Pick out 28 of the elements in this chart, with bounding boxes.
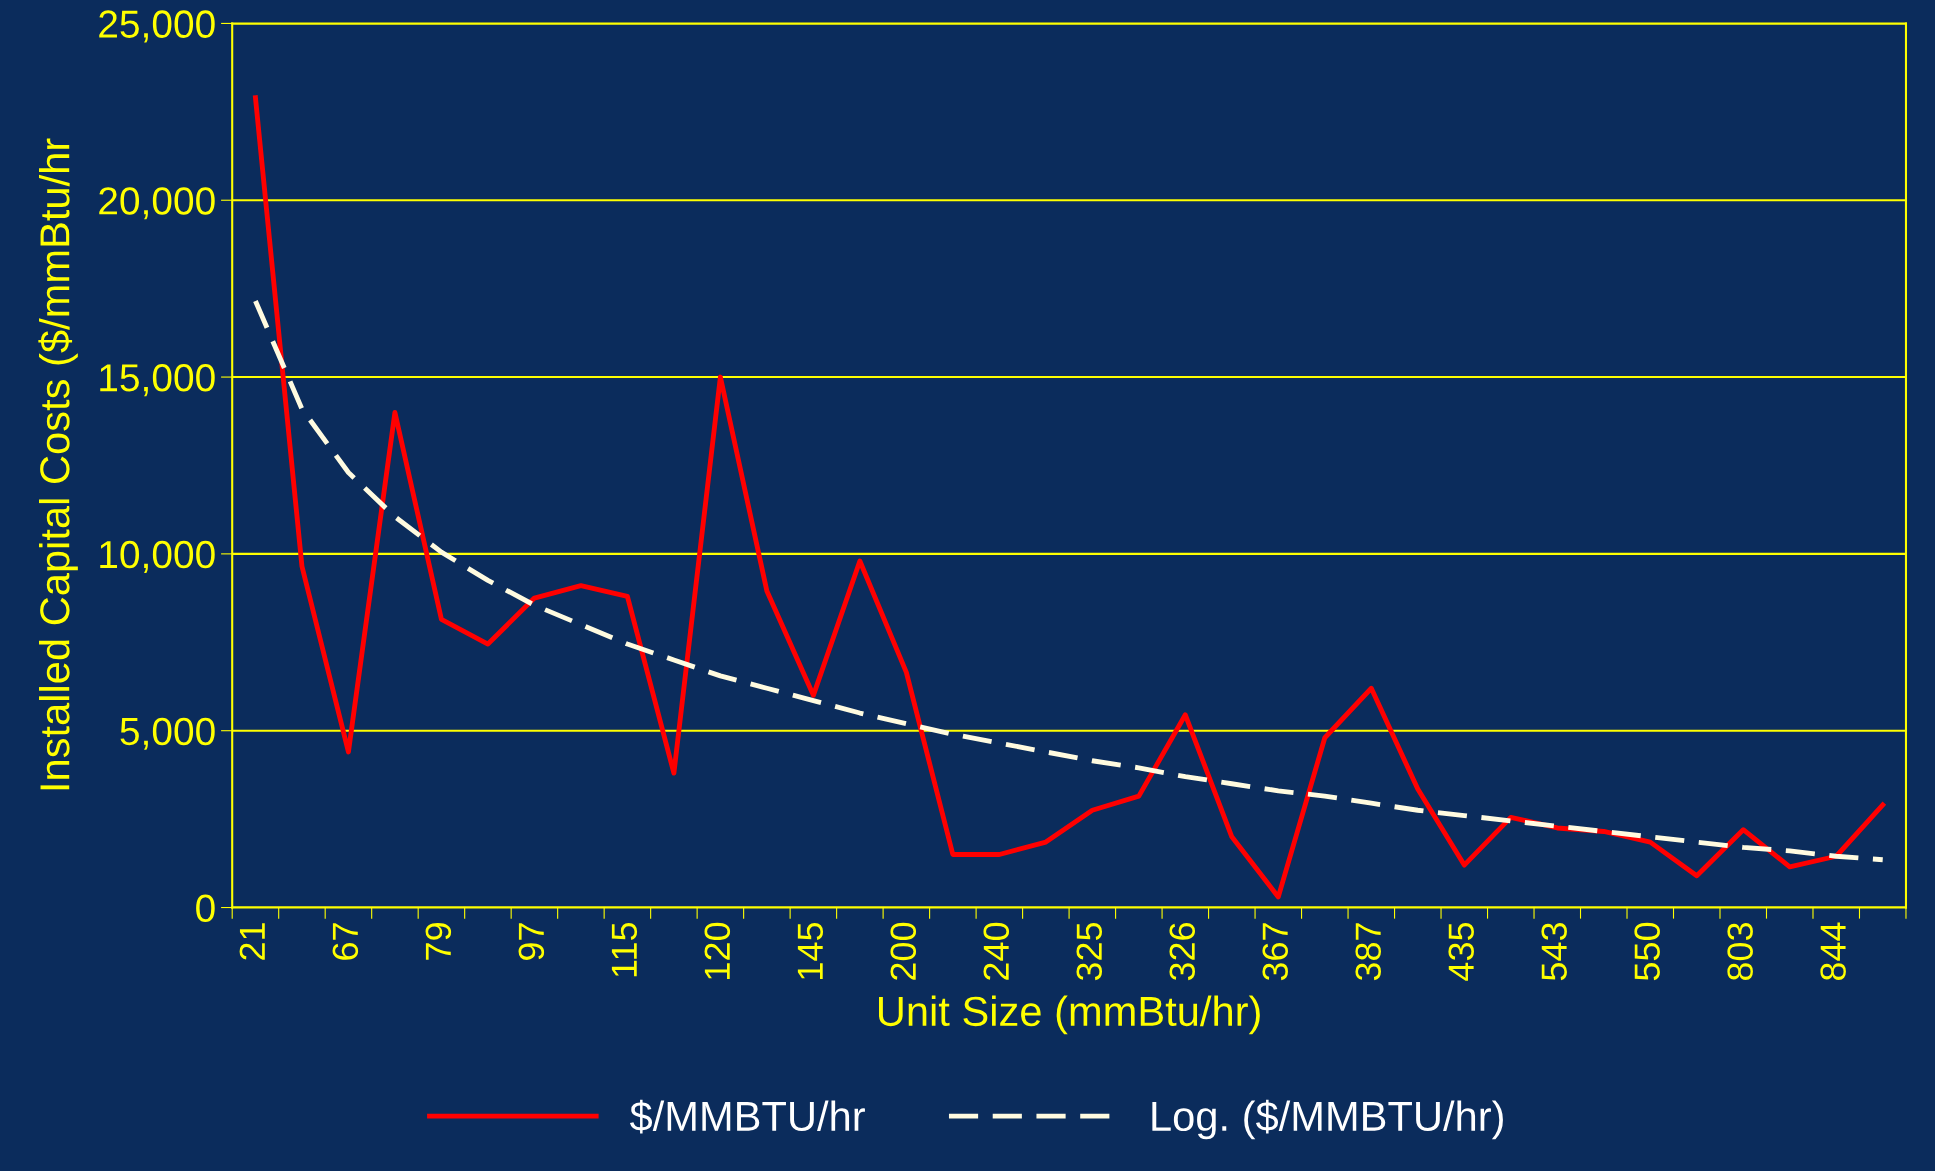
x-tick-label: 79 <box>425 923 452 960</box>
x-tick-label: 387 <box>1355 923 1381 981</box>
y-tick-label: 25,000 <box>99 10 215 43</box>
x-tick-label: 97 <box>518 923 545 960</box>
x-tick-label: 326 <box>1169 923 1196 981</box>
x-tick-label: 120 <box>704 922 731 979</box>
x-tick-label: 145 <box>797 922 824 979</box>
x-tick-label: 67 <box>332 923 359 960</box>
x-tick-label: 367 <box>1262 923 1288 981</box>
y-tick-label: 0 <box>196 894 215 922</box>
x-tick-label: 200 <box>890 922 917 980</box>
x-tick-label: 550 <box>1634 922 1660 981</box>
y-axis-title: Installed Capital Costs ($/mmBtu/hr <box>38 138 78 790</box>
x-tick-label: 803 <box>1727 923 1753 981</box>
legend-label: $/MMBTU/hr <box>629 1099 865 1134</box>
x-tick-label: 435 <box>1448 922 1474 981</box>
y-tick-label: 10,000 <box>100 540 215 573</box>
y-tick-label: 20,000 <box>99 187 215 220</box>
x-tick-label: 325 <box>1076 922 1103 981</box>
legend-label: Log. ($/MMBTU/hr) <box>1152 1099 1503 1140</box>
x-tick-label: 240 <box>983 922 1010 980</box>
x-tick-label: 543 <box>1541 923 1567 981</box>
y-tick-label: 15,000 <box>100 364 215 397</box>
x-tick-label: 21 <box>239 923 265 960</box>
y-tick-label: 5,000 <box>120 717 215 750</box>
x-axis-title: Unit Size (mmBtu/hr) <box>878 995 1260 1035</box>
x-tick-label: 844 <box>1820 922 1846 981</box>
x-tick-label: 115 <box>611 922 638 977</box>
